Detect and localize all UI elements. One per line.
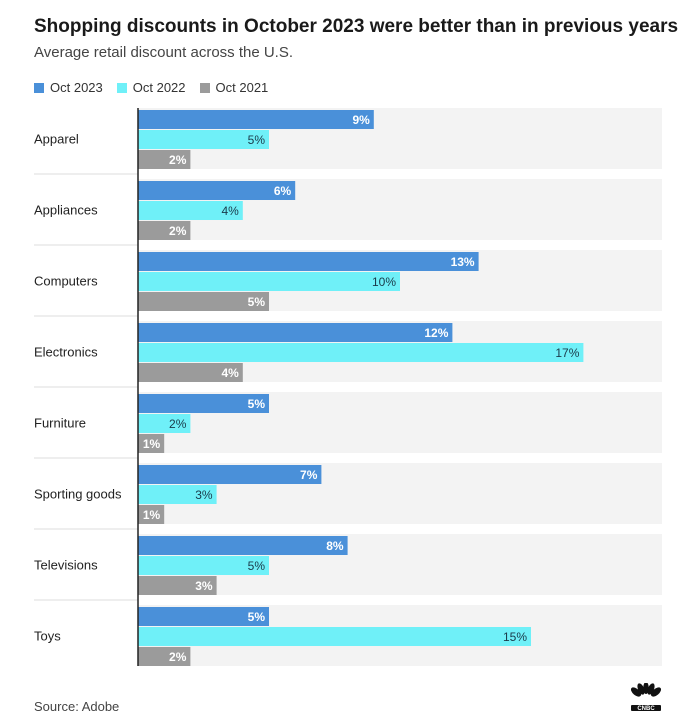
category-label-appliances: Appliances xyxy=(34,203,98,218)
data-label: 13% xyxy=(451,255,475,269)
bar-furniture-oct-2022 xyxy=(138,414,191,433)
data-label: 5% xyxy=(248,559,266,573)
category-label-apparel: Apparel xyxy=(34,132,79,147)
category-label-computers: Computers xyxy=(34,274,98,289)
data-label: 5% xyxy=(248,397,266,411)
legend-label-oct-2023: Oct 2023 xyxy=(50,80,103,95)
data-label: 5% xyxy=(248,133,266,147)
bar-computers-oct-2023 xyxy=(138,252,479,271)
bar-furniture-oct-2023 xyxy=(138,394,269,413)
bar-televisions-oct-2023 xyxy=(138,536,348,555)
bar-apparel-oct-2023 xyxy=(138,110,374,129)
bar-toys-oct-2022 xyxy=(138,627,531,646)
bar-chart: Apparel 9% 5% 2% Appliances 6% 4% 2% Computers 13… xyxy=(34,108,662,666)
category-label-furniture: Furniture xyxy=(34,416,86,431)
chart-title: Shopping discounts in October 2023 were … xyxy=(34,16,679,37)
bar-electronics-oct-2022 xyxy=(138,343,584,362)
data-label: 8% xyxy=(326,539,344,553)
bar-sporting-goods-oct-2023 xyxy=(138,465,322,484)
data-label: 2% xyxy=(169,650,187,664)
data-label: 2% xyxy=(169,153,187,167)
data-label: 10% xyxy=(372,275,396,289)
legend-swatch-oct-2022 xyxy=(116,82,127,93)
bar-appliances-oct-2021 xyxy=(138,221,191,240)
legend: Oct 2023 Oct 2022 Oct 2021 xyxy=(34,80,268,95)
chart-subtitle: Average retail discount across the U.S. xyxy=(34,44,294,61)
bar-computers-oct-2022 xyxy=(138,272,400,291)
bar-apparel-oct-2021 xyxy=(138,150,191,169)
bar-appliances-oct-2023 xyxy=(138,181,296,200)
data-label: 17% xyxy=(555,346,579,360)
data-label: 7% xyxy=(300,468,318,482)
bar-televisions-oct-2021 xyxy=(138,576,217,595)
bar-electronics-oct-2023 xyxy=(138,323,453,342)
legend-item-oct-2023: Oct 2023 xyxy=(34,80,103,95)
legend-swatch-oct-2021 xyxy=(199,82,210,93)
source-note: Source: Adobe xyxy=(34,699,120,714)
bar-sporting-goods-oct-2021 xyxy=(138,505,165,524)
bar-furniture-oct-2021 xyxy=(138,434,165,453)
bar-appliances-oct-2022 xyxy=(138,201,243,220)
bar-apparel-oct-2022 xyxy=(138,130,269,149)
legend-item-oct-2021: Oct 2021 xyxy=(199,80,269,95)
data-label: 6% xyxy=(274,184,292,198)
data-label: 5% xyxy=(248,610,266,624)
data-label: 1% xyxy=(143,437,161,451)
data-label: 1% xyxy=(143,508,161,522)
data-label: 2% xyxy=(169,417,187,431)
bar-toys-oct-2023 xyxy=(138,607,269,626)
bar-electronics-oct-2021 xyxy=(138,363,243,382)
bar-toys-oct-2021 xyxy=(138,647,191,666)
data-label: 3% xyxy=(195,488,213,502)
data-label: 4% xyxy=(221,366,239,380)
data-label: 15% xyxy=(503,630,527,644)
bar-televisions-oct-2022 xyxy=(138,556,269,575)
bar-sporting-goods-oct-2022 xyxy=(138,485,217,504)
data-label: 5% xyxy=(248,295,266,309)
legend-swatch-oct-2023 xyxy=(34,82,44,93)
category-label-electronics: Electronics xyxy=(34,345,98,360)
data-label: 12% xyxy=(424,326,448,340)
category-label-televisions: Televisions xyxy=(34,558,98,573)
cnbc-peacock-logo: CNBC xyxy=(630,683,662,712)
category-label-toys: Toys xyxy=(34,629,61,644)
data-label: 9% xyxy=(352,113,370,127)
data-label: 2% xyxy=(169,224,187,238)
data-label: 4% xyxy=(221,204,239,218)
legend-label-oct-2021: Oct 2021 xyxy=(215,80,269,95)
legend-item-oct-2022: Oct 2022 xyxy=(116,80,186,95)
svg-text:CNBC: CNBC xyxy=(637,706,655,712)
category-label-sporting-goods: Sporting goods xyxy=(34,487,122,502)
bar-computers-oct-2021 xyxy=(138,292,269,311)
data-label: 3% xyxy=(195,579,213,593)
legend-label-oct-2022: Oct 2022 xyxy=(132,80,186,95)
